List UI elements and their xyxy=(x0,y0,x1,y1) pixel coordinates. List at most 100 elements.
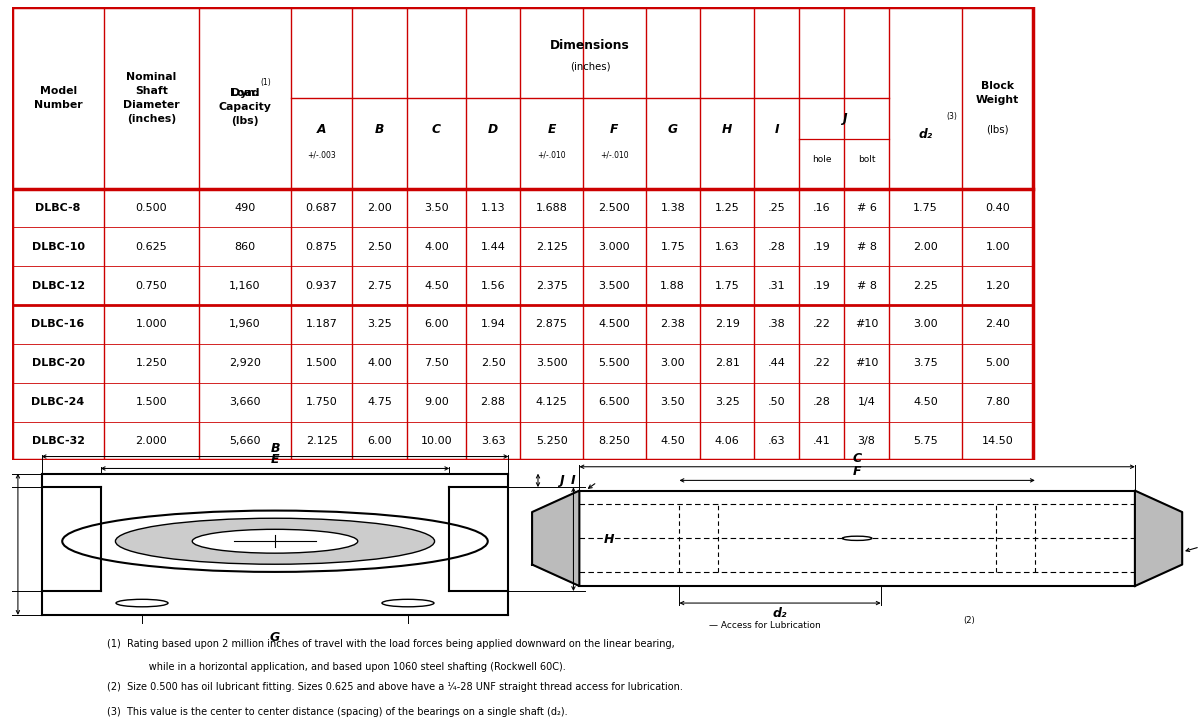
Text: 1/4: 1/4 xyxy=(858,397,876,407)
Text: 3.25: 3.25 xyxy=(715,397,739,407)
Text: 2.00: 2.00 xyxy=(913,241,938,252)
Text: 4.00: 4.00 xyxy=(424,241,449,252)
Text: 4.50: 4.50 xyxy=(913,397,938,407)
Text: 2.25: 2.25 xyxy=(913,281,938,291)
Text: 3.50: 3.50 xyxy=(660,397,685,407)
Text: 2.375: 2.375 xyxy=(535,281,568,291)
Text: DLBC-20: DLBC-20 xyxy=(31,358,84,368)
Text: C: C xyxy=(432,123,440,136)
Text: 4.500: 4.500 xyxy=(599,320,630,329)
Text: H: H xyxy=(722,123,732,136)
Text: 1.94: 1.94 xyxy=(481,320,505,329)
Text: 2.125: 2.125 xyxy=(306,436,337,446)
Text: E: E xyxy=(547,123,556,136)
Text: 4.00: 4.00 xyxy=(367,358,392,368)
Text: 1.75: 1.75 xyxy=(913,203,938,213)
Text: 3.00: 3.00 xyxy=(660,358,685,368)
Text: 1.25: 1.25 xyxy=(715,203,739,213)
Text: 1.000: 1.000 xyxy=(136,320,167,329)
Text: 5.250: 5.250 xyxy=(535,436,568,446)
Text: .41: .41 xyxy=(812,436,830,446)
Text: .38: .38 xyxy=(768,320,786,329)
Text: Dimensions: Dimensions xyxy=(550,39,630,52)
Text: 3/8: 3/8 xyxy=(858,436,876,446)
Text: 2.40: 2.40 xyxy=(985,320,1010,329)
Text: 9.00: 9.00 xyxy=(424,397,449,407)
Text: G: G xyxy=(667,123,678,136)
Text: I: I xyxy=(774,123,779,136)
Text: 1.00: 1.00 xyxy=(985,241,1010,252)
Text: (1)  Rating based upon 2 million inches of travel with the load forces being app: (1) Rating based upon 2 million inches o… xyxy=(107,639,674,649)
Text: 1.88: 1.88 xyxy=(660,281,685,291)
Text: 14.50: 14.50 xyxy=(982,436,1014,446)
Text: 2.81: 2.81 xyxy=(715,358,739,368)
Text: DLBC-12: DLBC-12 xyxy=(31,281,85,291)
Text: +/-.003: +/-.003 xyxy=(307,150,336,159)
Text: while in a horizontal application, and based upon 1060 steel shafting (Rockwell : while in a horizontal application, and b… xyxy=(130,662,566,672)
Text: 7.50: 7.50 xyxy=(424,358,449,368)
Text: F: F xyxy=(853,465,862,478)
Text: 0.625: 0.625 xyxy=(136,241,167,252)
Text: 5.500: 5.500 xyxy=(599,358,630,368)
Text: 1.75: 1.75 xyxy=(660,241,685,252)
Text: (1): (1) xyxy=(260,78,271,86)
Text: 2.875: 2.875 xyxy=(535,320,568,329)
Text: 3.00: 3.00 xyxy=(913,320,938,329)
Text: F: F xyxy=(610,123,618,136)
Text: 2.88: 2.88 xyxy=(480,397,505,407)
Text: d₂: d₂ xyxy=(919,128,932,141)
Text: 490: 490 xyxy=(234,203,256,213)
Text: 3,660: 3,660 xyxy=(229,397,260,407)
Text: .16: .16 xyxy=(812,203,830,213)
Text: J: J xyxy=(842,112,846,125)
Text: +/-.010: +/-.010 xyxy=(538,150,566,159)
Text: H: H xyxy=(604,533,614,546)
Text: 4.75: 4.75 xyxy=(367,397,392,407)
Text: 2.75: 2.75 xyxy=(367,281,392,291)
Text: #10: #10 xyxy=(854,358,878,368)
Text: 3.500: 3.500 xyxy=(535,358,568,368)
Text: C: C xyxy=(852,452,862,465)
Text: 1.500: 1.500 xyxy=(306,358,337,368)
Text: .28: .28 xyxy=(812,397,830,407)
Text: DLBC-16: DLBC-16 xyxy=(31,320,85,329)
Text: 6.00: 6.00 xyxy=(367,436,392,446)
Text: hole: hole xyxy=(812,154,832,164)
Text: G: G xyxy=(270,631,280,644)
Text: +/-.010: +/-.010 xyxy=(600,150,629,159)
Text: 6.00: 6.00 xyxy=(424,320,449,329)
Text: Nominal
Shaft
Diameter
(inches): Nominal Shaft Diameter (inches) xyxy=(124,72,180,124)
Text: 3.25: 3.25 xyxy=(367,320,392,329)
Text: DLBC-24: DLBC-24 xyxy=(31,397,85,407)
Text: 0.875: 0.875 xyxy=(306,241,337,252)
Text: 0.687: 0.687 xyxy=(306,203,337,213)
Text: 3.50: 3.50 xyxy=(424,203,449,213)
Text: I: I xyxy=(571,474,576,487)
Text: 3.000: 3.000 xyxy=(599,241,630,252)
Text: — Access for Lubrication: — Access for Lubrication xyxy=(709,621,821,630)
Polygon shape xyxy=(532,491,580,586)
Text: (inches): (inches) xyxy=(570,61,611,71)
Text: 2.19: 2.19 xyxy=(715,320,739,329)
Text: #10: #10 xyxy=(854,320,878,329)
Text: 0.937: 0.937 xyxy=(306,281,337,291)
Text: 8.250: 8.250 xyxy=(599,436,630,446)
Text: (2)  Size 0.500 has oil lubricant fitting. Sizes 0.625 and above have a ¹⁄₄-28 U: (2) Size 0.500 has oil lubricant fitting… xyxy=(107,682,683,692)
Text: 1.688: 1.688 xyxy=(535,203,568,213)
Text: 860: 860 xyxy=(234,241,256,252)
Text: 2.125: 2.125 xyxy=(535,241,568,252)
Text: Load
Capacity
(lbs): Load Capacity (lbs) xyxy=(218,88,271,126)
Text: 1.38: 1.38 xyxy=(660,203,685,213)
Text: 1.44: 1.44 xyxy=(481,241,505,252)
Ellipse shape xyxy=(115,518,434,564)
Text: 3.75: 3.75 xyxy=(913,358,938,368)
Text: 3.63: 3.63 xyxy=(481,436,505,446)
Text: # 8: # 8 xyxy=(857,241,876,252)
Text: DLBC-32: DLBC-32 xyxy=(31,436,84,446)
Text: d₂: d₂ xyxy=(773,607,787,620)
Text: 1.500: 1.500 xyxy=(136,397,167,407)
Text: .63: .63 xyxy=(768,436,786,446)
Ellipse shape xyxy=(192,529,358,553)
Text: (3)  This value is the center to center distance (spacing) of the bearings on a : (3) This value is the center to center d… xyxy=(107,707,568,717)
Text: DLBC-10: DLBC-10 xyxy=(31,241,84,252)
